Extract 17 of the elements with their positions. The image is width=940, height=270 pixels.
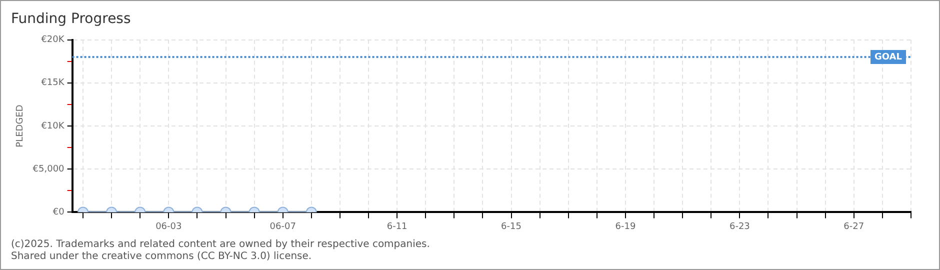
x-tick-label: 6-23 [729,222,750,232]
x-tick-label: 06-07 [270,222,296,232]
text: Shared under the creative commons (CC BY-NC 3.0) license. [11,251,312,262]
y-tick-label: €10K [41,121,66,132]
y-tick-label: €15K [41,78,66,88]
chart-title: Funding Progress [11,11,131,28]
x-tick-label: 6-11 [386,222,408,232]
y-tick-label: €0 [52,208,65,218]
x-tick-label: 6-19 [615,222,636,232]
y-tick-label: €20K [41,35,66,46]
text: (c)2025. Trademarks and related content are owned by their respective companies. [11,239,430,250]
x-tick-label: 6-27 [844,222,864,232]
x-tick-label: 6-15 [501,222,522,232]
ref-line-label: GOAL [874,52,902,62]
y-tick-label: €5,000 [32,164,65,174]
x-tick-label: 06-03 [156,222,182,232]
y-axis-title: PLEDGED [16,104,26,148]
